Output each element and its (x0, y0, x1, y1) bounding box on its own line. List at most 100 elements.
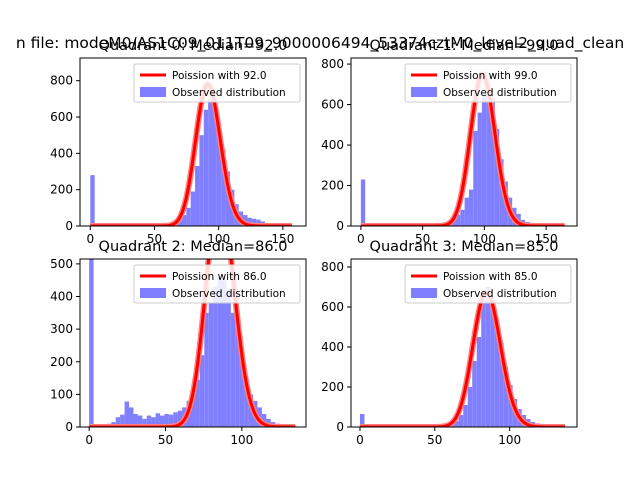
histogram-bar (481, 299, 486, 427)
histogram-bar (486, 88, 491, 226)
y-tick-label: 400 (321, 138, 344, 152)
x-tick-label: 150 (535, 232, 558, 246)
histogram-bar (464, 197, 469, 226)
legend-box (133, 63, 301, 103)
y-tick-label: 800 (321, 57, 344, 71)
axes-frame (350, 258, 578, 428)
legend-line-label: Poission with 99.0 (443, 70, 538, 82)
histogram-bar (467, 387, 473, 427)
histogram-bar (168, 414, 174, 427)
legend-hist-label: Observed distribution (443, 87, 557, 99)
legend-box (133, 264, 301, 304)
histogram-bar (208, 98, 213, 226)
y-tick-label: 600 (50, 110, 73, 124)
histogram-bar (124, 401, 130, 427)
y-tick-label: 200 (321, 380, 344, 394)
histogram-bar (181, 215, 187, 226)
histogram-bar (490, 303, 495, 427)
legend-hist-swatch (411, 288, 437, 298)
legend-box (404, 264, 572, 304)
panel-title: Quadrant 0: Median=92.0 (99, 38, 288, 54)
histogram-bar (256, 219, 261, 226)
histogram-bar (494, 128, 500, 226)
histogram-bar (186, 207, 191, 226)
x-tick-label: 0 (356, 433, 364, 447)
panel-quadrant-3: 0 50 100 0 200 400 600 800 Poission with 85.0 Obs… (321, 239, 578, 447)
histogram-bar (463, 405, 468, 427)
x-tick-label: 100 (473, 232, 496, 246)
histogram-bar (137, 415, 143, 427)
histogram-bar (199, 135, 204, 226)
legend-hist-label: Observed distribution (172, 288, 286, 300)
legend: Poission with 99.0 Observed distribution (404, 63, 572, 103)
histogram-bar (204, 312, 209, 427)
panel-quadrant-2: 0 50 100 0 100 200 300 400 500 Poission with 86.0… (50, 239, 307, 447)
x-tick-label: 50 (415, 232, 430, 246)
histogram-bar (222, 280, 227, 427)
y-tick-label: 0 (65, 420, 73, 434)
histogram-bar (499, 343, 504, 427)
histogram-bar (129, 407, 134, 427)
histogram-bar (247, 217, 252, 226)
histogram-bar (203, 109, 209, 226)
x-tick-label: 50 (147, 232, 162, 246)
panel-title: Quadrant 2: Median=86.0 (99, 239, 288, 255)
histogram-bar (494, 319, 500, 427)
legend-line-label: Poission with 85.0 (443, 271, 538, 283)
histogram-bar (115, 417, 121, 427)
poisson-curve-group (87, 259, 297, 427)
histogram-bar (146, 415, 152, 427)
y-tick-label: 200 (50, 355, 73, 369)
histogram-bar (468, 189, 474, 226)
histogram-bar (473, 130, 478, 226)
legend-hist-label: Observed distribution (443, 288, 557, 300)
y-tick-label: 0 (65, 219, 73, 233)
y-tick-label: 600 (321, 98, 344, 112)
histogram-bar (230, 312, 236, 427)
histogram-bars (89, 259, 293, 427)
poisson-curve-group (358, 289, 567, 427)
axes-frame (350, 57, 578, 227)
histogram-bar (217, 276, 223, 427)
histogram-bar (221, 149, 226, 226)
histogram-bar (460, 209, 465, 226)
histogram-bar (251, 218, 257, 226)
y-tick-label: 800 (321, 260, 344, 274)
histogram-bar (476, 337, 482, 427)
histogram-bar (208, 303, 214, 427)
histogram-bar (235, 325, 240, 427)
legend-hist-swatch (411, 87, 437, 97)
histogram-bar (458, 415, 464, 427)
x-tick-label: 150 (271, 232, 294, 246)
y-tick-label: 800 (50, 74, 73, 88)
histogram-bar (472, 361, 477, 427)
histogram-bar (164, 413, 169, 427)
histogram-bar (151, 417, 156, 427)
histogram-bar (490, 98, 495, 226)
histogram-bar (508, 385, 513, 427)
panel-quadrant-1: 0 50 100 150 0 200 400 600 800 Poission with 99.0… (321, 38, 578, 246)
x-tick-label: 50 (158, 433, 173, 447)
legend-line-label: Poission with 86.0 (172, 271, 267, 283)
histogram-bar (89, 259, 94, 427)
legend: Poission with 92.0 Observed distribution (133, 63, 301, 103)
x-tick-label: 0 (86, 232, 94, 246)
legend-hist-swatch (140, 87, 166, 97)
legend-hist-label: Observed distribution (172, 87, 286, 99)
y-tick-label: 500 (50, 257, 73, 271)
histogram-bar (142, 418, 147, 427)
x-tick-label: 100 (207, 232, 230, 246)
poisson-curve (89, 259, 296, 427)
legend-line-label: Poission with 92.0 (172, 70, 267, 82)
histogram-bar (454, 421, 459, 427)
y-tick-label: 200 (321, 179, 344, 193)
histogram-bar (455, 214, 461, 226)
histogram-bar (485, 287, 491, 427)
histogram-bar (195, 166, 200, 226)
x-tick-label: 50 (427, 433, 442, 447)
histogram-bar (499, 159, 504, 226)
y-tick-label: 600 (321, 300, 344, 314)
histogram-bar (216, 124, 222, 226)
histogram-bar (190, 191, 196, 226)
